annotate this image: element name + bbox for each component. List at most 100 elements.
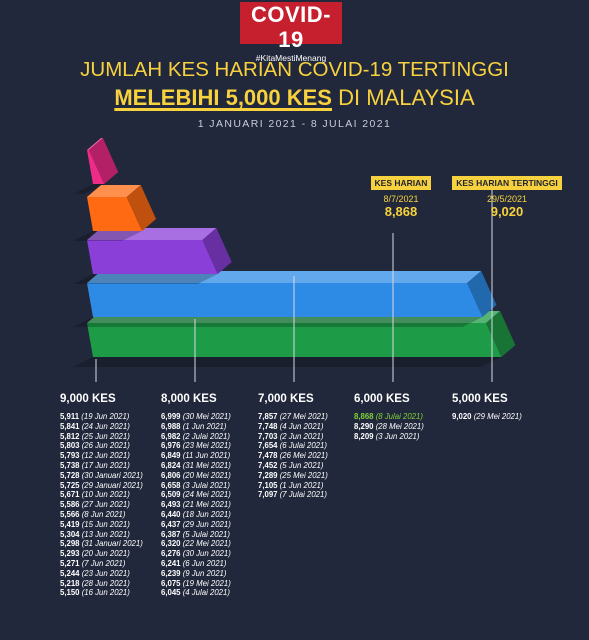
- entry-value: 5,803: [60, 441, 80, 451]
- list-item: 7,748 (4 Jun 2021): [258, 422, 328, 432]
- entry-value: 8,209: [354, 431, 374, 441]
- entry-value: 5,812: [60, 431, 80, 441]
- entry-value: 5,911: [60, 412, 80, 421]
- entry-value: 6,824: [161, 460, 181, 470]
- entry-value: 7,289: [258, 470, 278, 480]
- entry-date: (7 Julai 2021): [279, 490, 327, 500]
- entry-value: 5,304: [60, 529, 80, 539]
- entry-date: (30 Mei 2021): [182, 412, 231, 421]
- entry-date: (19 Jun 2021): [81, 412, 130, 421]
- entry-value: 6,387: [161, 529, 181, 539]
- entry-date: (21 Mei 2021): [182, 500, 231, 510]
- entry-date: (6 Jun 2021): [182, 558, 227, 568]
- list-item: 9,020 (29 Mei 2021): [452, 412, 522, 422]
- group-heading: 5,000 KES: [452, 393, 508, 405]
- list-item: 5,812 (25 Jun 2021): [60, 432, 143, 442]
- entry-date: (20 Mei 2021): [182, 470, 231, 480]
- entry-value: 6,658: [161, 480, 181, 490]
- entry-date: (2 Julai 2021): [182, 431, 230, 441]
- group-heading: 6,000 KES: [354, 393, 410, 405]
- stat-highest-value: 9,020: [490, 204, 524, 219]
- entry-date: (4 Jun 2021): [279, 421, 324, 431]
- list-item: 6,045 (4 Julai 2021): [161, 588, 231, 598]
- entry-value: 5,671: [60, 490, 80, 500]
- group-7000: 7,000 KES 7,857 (27 Mei 2021) 7,748 (4 Ju…: [258, 393, 328, 500]
- period-subtitle: 1 JANUARI 2021 - 8 JULAI 2021: [197, 118, 392, 130]
- stat-highest: KES HARIAN TERTINGGI 29/5/2021 9,020: [448, 173, 566, 219]
- entry-date: (27 Jun 2021): [81, 500, 130, 510]
- entry-date: (2 Jun 2021): [279, 431, 324, 441]
- headline-line2: MELEBIHI 5,000 KES DI MALAYSIA: [0, 85, 589, 111]
- entry-date: (24 Mei 2021): [182, 490, 231, 500]
- entry-date: (29 Mei 2021): [473, 412, 522, 421]
- entry-value: 6,045: [161, 588, 181, 598]
- entry-date: (1 Jun 2021): [279, 480, 324, 490]
- entry-date: (18 Jun 2021): [182, 509, 231, 519]
- bar: [87, 150, 105, 184]
- stat-highest-date: 29/5/2021: [486, 194, 528, 204]
- entry-date: (31 Mei 2021): [182, 460, 231, 470]
- stat-highest-label: KES HARIAN TERTINGGI: [452, 176, 562, 190]
- entry-value: 7,452: [258, 460, 278, 470]
- entry-value: 6,849: [161, 451, 181, 461]
- headline-rest: DI MALAYSIA: [332, 85, 475, 110]
- list-item: 5,419 (15 Jun 2021): [60, 520, 143, 530]
- list-item: 7,097 (7 Julai 2021): [258, 490, 328, 500]
- entry-value: 6,982: [161, 431, 181, 441]
- list-item: 5,725 (29 Januari 2021): [60, 481, 143, 491]
- entry-date: (29 Jun 2021): [182, 519, 231, 529]
- entry-value: 7,703: [258, 431, 278, 441]
- entry-value: 7,097: [258, 490, 278, 500]
- entry-date: (11 Jun 2021): [182, 451, 231, 461]
- entry-date: (19 Mei 2021): [182, 578, 231, 588]
- list-item: 5,304 (13 Jun 2021): [60, 530, 143, 540]
- entry-date: (23 Jun 2021): [81, 568, 130, 578]
- entry-value: 6,239: [161, 568, 181, 578]
- list-item: 6,276 (30 Jun 2021): [161, 549, 231, 559]
- entry-value: 6,806: [161, 470, 181, 480]
- entry-date: (8 Julai 2021): [375, 412, 423, 421]
- bar-top: [87, 185, 141, 197]
- list-item: 6,824 (31 Mei 2021): [161, 461, 231, 471]
- entry-value: 5,298: [60, 539, 80, 549]
- headline-line1: JUMLAH KES HARIAN COVID-19 TERTINGGI: [80, 58, 509, 81]
- entry-date: (1 Jun 2021): [182, 421, 227, 431]
- list-item: 6,658 (3 Julai 2021): [161, 481, 231, 491]
- list-item: 5,150 (16 Jun 2021): [60, 588, 143, 598]
- list-item: 5,566 (8 Jun 2021): [60, 510, 143, 520]
- headline-highlight: MELEBIHI 5,000 KES: [114, 85, 332, 110]
- stat-daily: KES HARIAN 8/7/2021 8,868: [361, 173, 441, 219]
- entry-value: 5,738: [60, 460, 80, 470]
- entry-date: (3 Jun 2021): [375, 431, 420, 441]
- list-item: 6,493 (21 Mei 2021): [161, 500, 231, 510]
- entry-value: 7,105: [258, 480, 278, 490]
- list-item: 6,075 (19 Mei 2021): [161, 579, 231, 589]
- list-item: 6,241 (6 Jun 2021): [161, 559, 231, 569]
- entry-date: (26 Jun 2021): [81, 441, 130, 451]
- list-item: 6,988 (1 Jun 2021): [161, 422, 231, 432]
- entry-value: 6,320: [161, 539, 181, 549]
- list-item: 6,440 (18 Jun 2021): [161, 510, 231, 520]
- list-item: 8,290 (28 Mei 2021): [354, 422, 424, 432]
- bar-end: [486, 311, 516, 357]
- stat-daily-value: 8,868: [384, 204, 418, 219]
- entry-date: (29 Januari 2021): [81, 480, 143, 490]
- badge-title: COVID-19: [251, 2, 331, 52]
- entry-date: (30 Januari 2021): [81, 470, 143, 480]
- entry-date: (25 Mei 2021): [279, 470, 328, 480]
- entry-date: (15 Jun 2021): [81, 519, 130, 529]
- list-item: 5,244 (23 Jun 2021): [60, 569, 143, 579]
- list-item: 6,239 (9 Jun 2021): [161, 569, 231, 579]
- list-item: 6,982 (2 Julai 2021): [161, 432, 231, 442]
- bar-top: [87, 138, 103, 150]
- entry-date: (28 Jun 2021): [81, 578, 130, 588]
- list-item: 8,209 (3 Jun 2021): [354, 432, 424, 442]
- list-item: 5,793 (12 Jun 2021): [60, 451, 143, 461]
- entry-value: 5,218: [60, 578, 80, 588]
- entry-value: 6,509: [161, 490, 181, 500]
- entry-value: 6,988: [161, 421, 181, 431]
- group-heading: 7,000 KES: [258, 393, 314, 405]
- group-heading: 8,000 KES: [161, 393, 217, 405]
- list-item: 6,849 (11 Jun 2021): [161, 451, 231, 461]
